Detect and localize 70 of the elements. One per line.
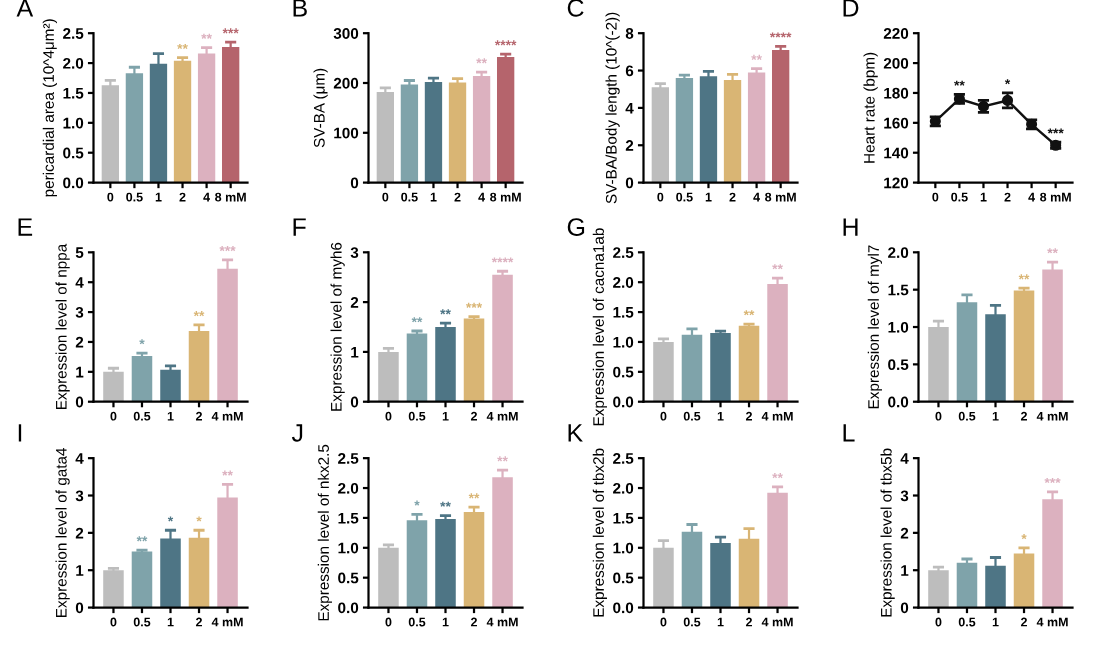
bar (160, 369, 181, 402)
bar (956, 562, 978, 608)
chart-title: B (293, 0, 307, 17)
bar (463, 511, 485, 608)
chart-title: G (567, 218, 585, 236)
bar (747, 72, 766, 183)
point (1001, 94, 1014, 106)
bar (101, 85, 120, 183)
bar (188, 330, 210, 402)
bar (406, 520, 428, 608)
bar (653, 547, 674, 608)
bar (197, 53, 216, 183)
bar (492, 274, 513, 402)
bar (492, 477, 513, 608)
bar (472, 76, 491, 183)
bar (956, 302, 978, 402)
bar (771, 50, 790, 183)
bar (496, 57, 515, 183)
bar (1042, 499, 1063, 608)
bar (699, 76, 718, 183)
bar (149, 63, 168, 183)
bar (767, 492, 788, 608)
bar (221, 46, 240, 183)
bar (448, 82, 467, 183)
chart-title: K (568, 424, 583, 442)
chart-title: E (18, 218, 33, 236)
bar (406, 333, 428, 402)
bar (125, 73, 144, 183)
chart-title: C (567, 0, 584, 17)
chart-title: J (291, 424, 303, 442)
bar (985, 314, 1006, 402)
bar (376, 91, 395, 183)
bar (710, 543, 731, 608)
bar (675, 78, 694, 183)
chart-title: I (18, 424, 22, 442)
bar (378, 547, 399, 608)
bar (378, 351, 399, 402)
bar (160, 538, 181, 608)
bar (723, 79, 742, 183)
bar (767, 283, 788, 402)
bar (928, 327, 949, 402)
chart-title: D (843, 0, 859, 17)
bar (1013, 553, 1035, 608)
bar (217, 268, 238, 402)
bar (1042, 269, 1063, 402)
bar (131, 356, 153, 402)
bar (710, 333, 731, 402)
bar (928, 570, 949, 608)
bar (651, 87, 670, 183)
bar (1013, 290, 1035, 402)
bar (653, 341, 674, 402)
bar (681, 334, 703, 402)
bar (435, 327, 456, 402)
chart-title: A (16, 0, 34, 17)
bar (103, 570, 124, 608)
bar (103, 371, 124, 402)
bar (131, 551, 153, 608)
chart-title: L (843, 424, 855, 442)
bar (738, 325, 760, 402)
bar (435, 519, 456, 608)
chart-title: H (843, 218, 858, 236)
bar (463, 318, 485, 402)
bar (424, 82, 443, 183)
chart-title: F (293, 218, 306, 236)
bar (173, 60, 192, 183)
bar (985, 565, 1006, 608)
bar (188, 537, 210, 608)
bar (681, 531, 703, 608)
bar (400, 84, 419, 183)
bar (738, 538, 760, 608)
